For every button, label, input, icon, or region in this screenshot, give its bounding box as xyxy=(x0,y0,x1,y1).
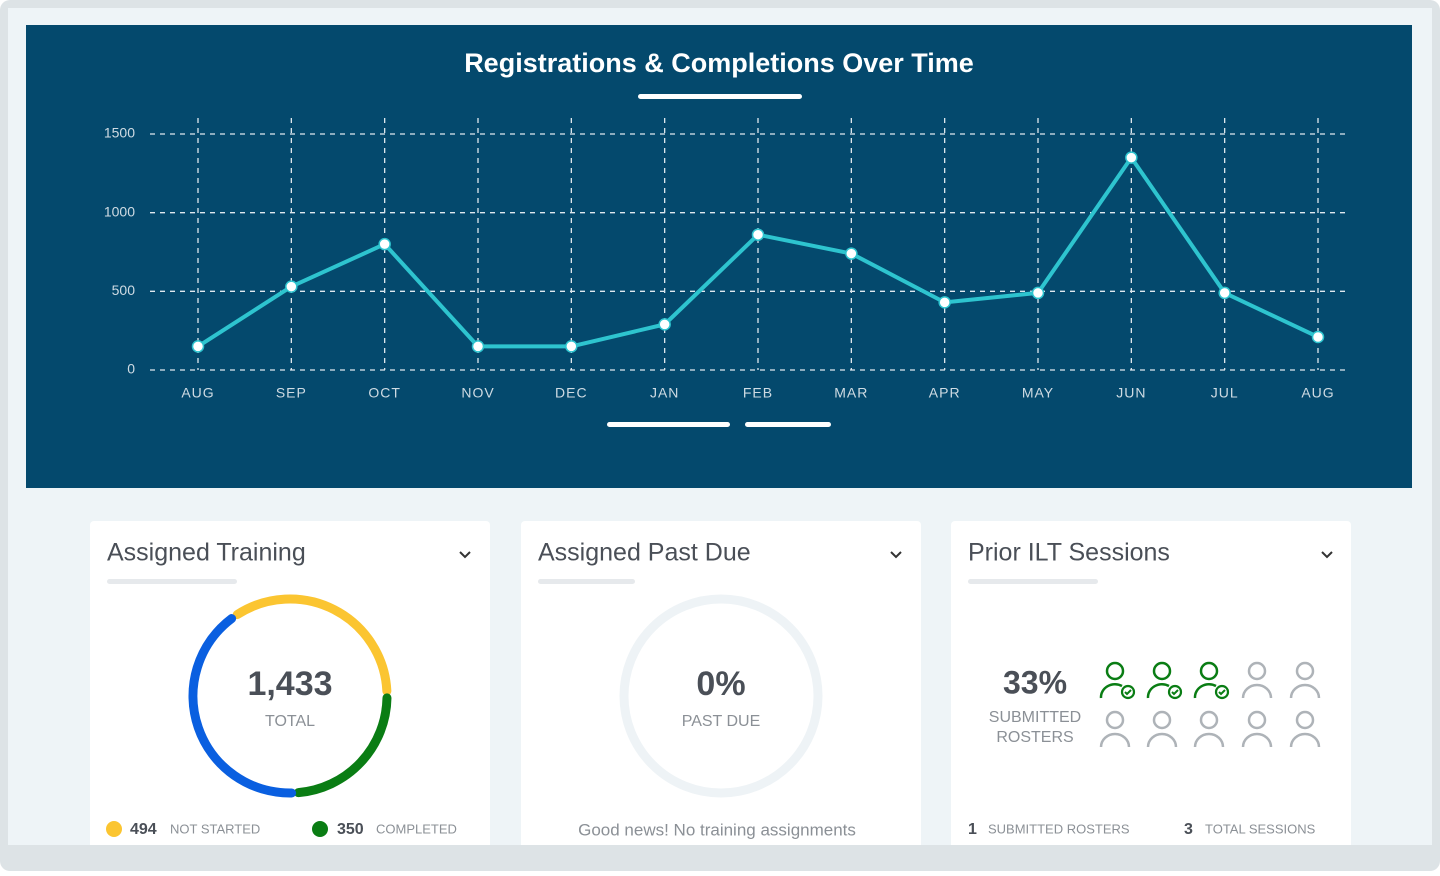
x-tick-label: OCT xyxy=(368,385,401,401)
title-underline xyxy=(638,94,802,99)
x-tick-label: FEB xyxy=(743,385,773,401)
x-tick-label: AUG xyxy=(181,385,214,401)
chart-title: Registrations & Completions Over Time xyxy=(464,48,974,78)
legend-dot xyxy=(106,821,122,837)
point xyxy=(1311,330,1325,344)
caption: SUBMITTED xyxy=(989,709,1081,726)
x-tick-label: AUG xyxy=(1301,385,1334,401)
stat-value: 3 xyxy=(1184,821,1193,838)
donut-segment xyxy=(293,693,392,798)
y-tick-label: 1500 xyxy=(104,125,135,141)
donut-segment xyxy=(188,614,297,798)
point xyxy=(845,247,858,260)
message: Good news! No training assignments xyxy=(578,820,856,839)
dropdown[interactable] xyxy=(459,551,471,559)
point xyxy=(751,228,765,241)
total-caption: TOTAL xyxy=(265,713,315,730)
x-tick-label: DEC xyxy=(555,385,588,401)
card xyxy=(521,521,921,861)
plot: 0 500 1000 1500 AUG SEP OCT NOV DEC JAN FEB MAR APR M… xyxy=(104,118,1350,401)
x-tick-label: JUL xyxy=(1211,385,1239,401)
x-tick-label: APR xyxy=(929,385,961,401)
point xyxy=(378,237,391,251)
chart-panel xyxy=(26,25,1412,488)
total-value: 1,433 xyxy=(247,665,332,703)
point xyxy=(658,318,671,331)
underline xyxy=(968,579,1098,584)
percent: 33% xyxy=(1003,664,1067,700)
card-title: Assigned Training xyxy=(107,539,306,567)
x-tick-label: MAR xyxy=(834,385,868,401)
underline xyxy=(538,579,635,584)
legend-label: COMPLETED xyxy=(376,821,457,836)
x-tick-label: JUN xyxy=(1116,385,1146,401)
point xyxy=(1031,286,1045,300)
dropdown[interactable] xyxy=(1321,551,1333,559)
stat-label: TOTAL SESSIONS xyxy=(1205,821,1316,836)
point xyxy=(285,280,298,293)
scroll-indicator[interactable] xyxy=(607,422,730,427)
point xyxy=(1218,286,1231,300)
point xyxy=(471,340,485,353)
card-title: Assigned Past Due xyxy=(538,539,751,567)
frame-bottom xyxy=(8,845,1432,863)
point xyxy=(938,296,951,309)
x-tick-label: NOV xyxy=(461,385,494,401)
caption: PAST DUE xyxy=(682,713,761,730)
card-title: Prior ILT Sessions xyxy=(968,539,1170,567)
donut xyxy=(188,594,392,798)
point xyxy=(565,340,578,353)
empty-ring xyxy=(619,594,823,798)
scroll-indicator[interactable] xyxy=(745,422,831,427)
point xyxy=(1125,151,1138,164)
legend-dot xyxy=(312,821,328,837)
card xyxy=(90,521,490,861)
y-tick-label: 0 xyxy=(127,361,135,377)
legend-label: NOT STARTED xyxy=(170,821,260,836)
percent: 0% xyxy=(696,665,745,703)
legend-value: 350 xyxy=(337,821,364,838)
stat-label: SUBMITTED ROSTERS xyxy=(988,821,1130,836)
point xyxy=(191,340,205,353)
legend-value: 494 xyxy=(130,821,157,838)
underline xyxy=(107,579,237,584)
x-tick-label: JAN xyxy=(650,385,679,401)
stat-value: 1 xyxy=(968,821,977,838)
y-tick-label: 500 xyxy=(112,282,136,298)
x-tick-label: MAY xyxy=(1022,385,1054,401)
donut-segment xyxy=(232,594,392,696)
caption: ROSTERS xyxy=(996,729,1073,746)
y-tick-label: 1000 xyxy=(104,203,135,219)
x-tick-label: SEP xyxy=(276,385,307,401)
dropdown[interactable] xyxy=(890,551,902,559)
